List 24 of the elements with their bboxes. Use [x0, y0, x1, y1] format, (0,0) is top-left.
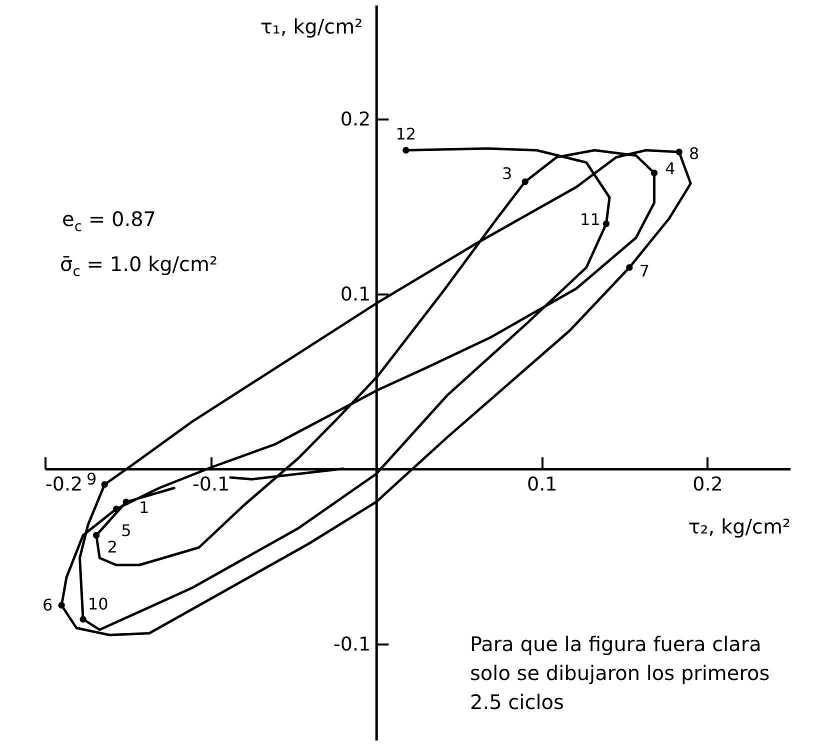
annotation: e$_{c}$ = 0.87 — [62, 206, 156, 237]
x-tick-label: -0.2 — [46, 473, 83, 496]
annotation: 4 — [665, 159, 676, 178]
annotation: 8 — [688, 144, 700, 163]
annotation: 10 — [88, 594, 108, 614]
annotation: 5 — [121, 521, 132, 540]
annotation: σ̄$_{c}$ = 1.0 kg/cm² — [60, 251, 218, 282]
x-tick-label: 0.2 — [692, 473, 723, 496]
annotation: 7 — [639, 262, 650, 280]
annotation: 1 — [139, 498, 150, 517]
y-tick-label: 0.2 — [340, 108, 371, 130]
annotation: 3 — [502, 164, 512, 183]
annotation: Para que la figura fuera clara solo se dibujaron los primeros 2.5 ciclos — [470, 631, 770, 716]
x-tick-label: -0.1 — [192, 473, 230, 496]
x-tick-label: 0.1 — [527, 473, 558, 496]
x-axis-title: τ₂, kg/cm² — [688, 514, 790, 538]
annotation: 12 — [396, 124, 416, 144]
annotation: 6 — [42, 595, 53, 614]
annotation: 2 — [107, 537, 118, 556]
annotation: 9 — [86, 470, 97, 488]
annotation: 11 — [580, 210, 600, 229]
y-tick-label: -0.1 — [334, 633, 371, 656]
y-tick-label: 0.1 — [340, 283, 371, 306]
y-axis-title: τ₁, kg/cm² — [260, 14, 363, 38]
